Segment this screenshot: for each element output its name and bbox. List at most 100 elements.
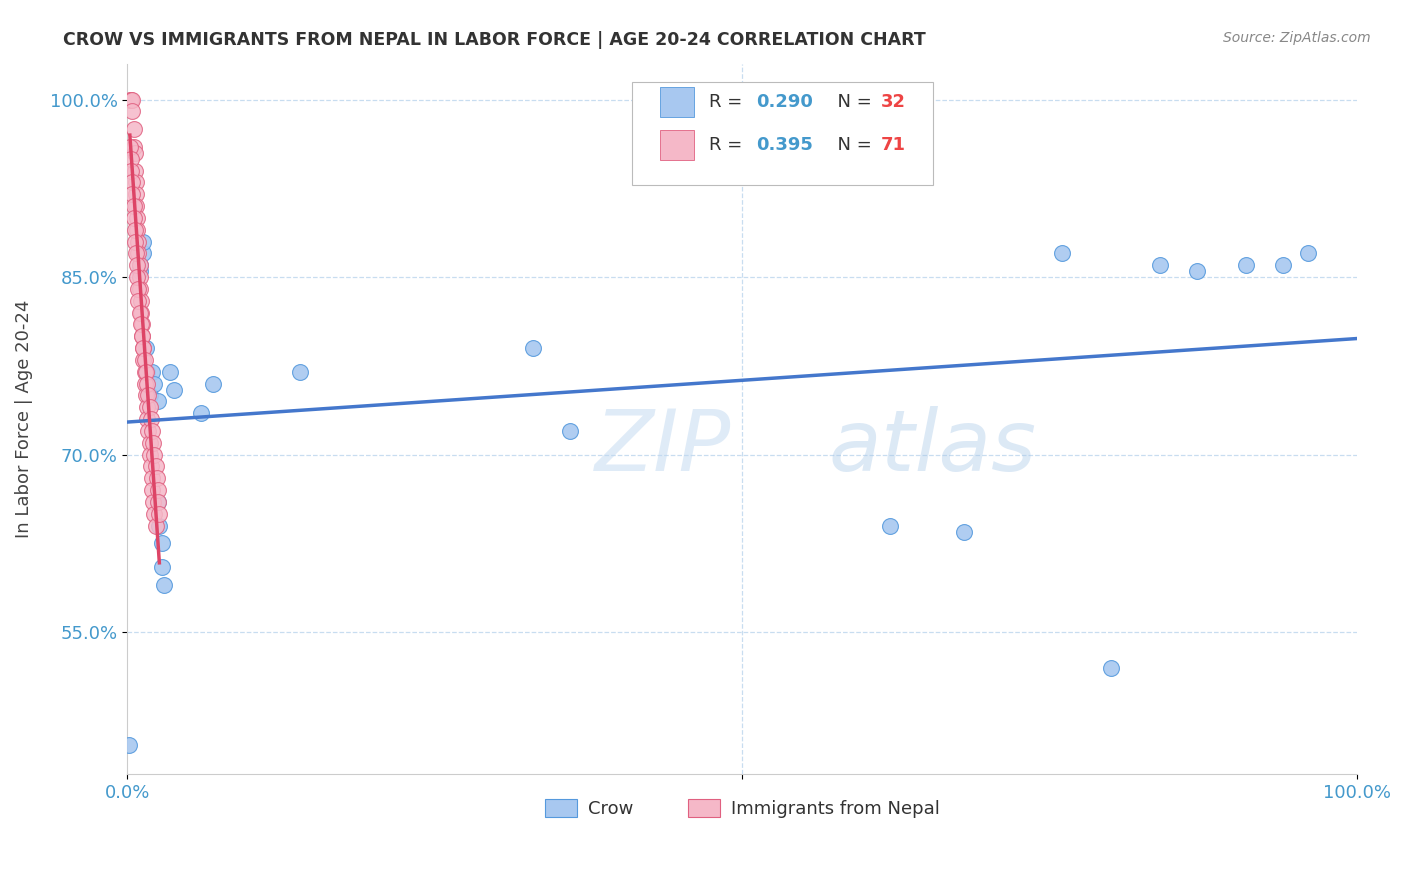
Point bbox=[138, 388, 160, 402]
Point bbox=[146, 483, 169, 497]
Point bbox=[1272, 258, 1295, 272]
Point bbox=[122, 211, 145, 225]
Point bbox=[1050, 246, 1073, 260]
Point bbox=[522, 341, 544, 355]
Point bbox=[128, 258, 150, 272]
Point bbox=[131, 318, 153, 332]
Point bbox=[153, 578, 176, 592]
Point bbox=[132, 235, 155, 249]
Text: 71: 71 bbox=[882, 136, 905, 154]
Point bbox=[132, 246, 155, 260]
Point bbox=[121, 187, 143, 202]
Point bbox=[202, 376, 225, 391]
Point bbox=[124, 163, 146, 178]
Point bbox=[131, 329, 153, 343]
Point bbox=[125, 187, 148, 202]
Point bbox=[141, 483, 163, 497]
Point bbox=[121, 104, 143, 119]
Text: 32: 32 bbox=[882, 94, 905, 112]
Legend: Crow, Immigrants from Nepal: Crow, Immigrants from Nepal bbox=[537, 792, 948, 825]
Point bbox=[1234, 258, 1257, 272]
Point bbox=[150, 560, 173, 574]
Point bbox=[131, 329, 153, 343]
Point bbox=[122, 122, 145, 136]
Point bbox=[142, 495, 165, 509]
Point bbox=[138, 448, 160, 462]
Point bbox=[127, 293, 149, 308]
Point bbox=[136, 388, 159, 402]
Point bbox=[146, 471, 169, 485]
Point bbox=[143, 448, 166, 462]
Text: Source: ZipAtlas.com: Source: ZipAtlas.com bbox=[1223, 31, 1371, 45]
Point bbox=[136, 365, 159, 379]
Point bbox=[134, 365, 156, 379]
Point bbox=[129, 318, 152, 332]
Point bbox=[145, 518, 167, 533]
Point bbox=[125, 199, 148, 213]
Point bbox=[150, 536, 173, 550]
Point bbox=[135, 365, 157, 379]
Point bbox=[288, 365, 311, 379]
Point bbox=[132, 341, 155, 355]
Point bbox=[127, 270, 149, 285]
Point bbox=[125, 175, 148, 189]
Point bbox=[1185, 264, 1208, 278]
Point bbox=[136, 401, 159, 415]
Text: N =: N = bbox=[825, 136, 877, 154]
Point bbox=[146, 495, 169, 509]
Text: CROW VS IMMIGRANTS FROM NEPAL IN LABOR FORCE | AGE 20-24 CORRELATION CHART: CROW VS IMMIGRANTS FROM NEPAL IN LABOR F… bbox=[63, 31, 927, 49]
Point bbox=[129, 293, 152, 308]
Text: atlas: atlas bbox=[828, 406, 1036, 489]
Text: N =: N = bbox=[825, 94, 877, 112]
Point bbox=[141, 424, 163, 438]
Text: R =: R = bbox=[709, 94, 748, 112]
Point bbox=[121, 93, 143, 107]
Point bbox=[139, 412, 162, 426]
Point bbox=[141, 471, 163, 485]
Point bbox=[879, 518, 901, 533]
Point bbox=[138, 435, 160, 450]
Point bbox=[122, 199, 145, 213]
Point bbox=[145, 459, 167, 474]
Text: R =: R = bbox=[709, 136, 748, 154]
Point bbox=[128, 264, 150, 278]
FancyBboxPatch shape bbox=[659, 87, 695, 118]
Point bbox=[132, 341, 155, 355]
Point bbox=[127, 211, 149, 225]
Point bbox=[127, 223, 149, 237]
Point bbox=[190, 406, 212, 420]
Point bbox=[1296, 246, 1319, 260]
Text: 0.290: 0.290 bbox=[755, 94, 813, 112]
Point bbox=[135, 388, 157, 402]
Point bbox=[127, 282, 149, 296]
Point bbox=[159, 365, 181, 379]
Point bbox=[134, 352, 156, 367]
Point bbox=[148, 518, 170, 533]
Point bbox=[128, 305, 150, 319]
Point bbox=[163, 383, 186, 397]
Point bbox=[143, 507, 166, 521]
FancyBboxPatch shape bbox=[631, 82, 932, 185]
Point bbox=[124, 145, 146, 160]
Y-axis label: In Labor Force | Age 20-24: In Labor Force | Age 20-24 bbox=[15, 300, 32, 538]
Point bbox=[136, 424, 159, 438]
Point bbox=[134, 376, 156, 391]
Point bbox=[141, 365, 163, 379]
Point bbox=[127, 235, 149, 249]
Point bbox=[128, 282, 150, 296]
Text: 0.395: 0.395 bbox=[755, 136, 813, 154]
Point bbox=[120, 152, 142, 166]
Point bbox=[120, 163, 142, 178]
Point bbox=[129, 305, 152, 319]
Point bbox=[146, 495, 169, 509]
Point bbox=[127, 258, 149, 272]
Point bbox=[138, 401, 160, 415]
Point bbox=[143, 376, 166, 391]
Point bbox=[118, 93, 141, 107]
Point bbox=[128, 258, 150, 272]
Text: ZIP: ZIP bbox=[595, 406, 731, 489]
Point bbox=[125, 246, 148, 260]
Point bbox=[142, 435, 165, 450]
Point bbox=[124, 235, 146, 249]
Point bbox=[128, 270, 150, 285]
